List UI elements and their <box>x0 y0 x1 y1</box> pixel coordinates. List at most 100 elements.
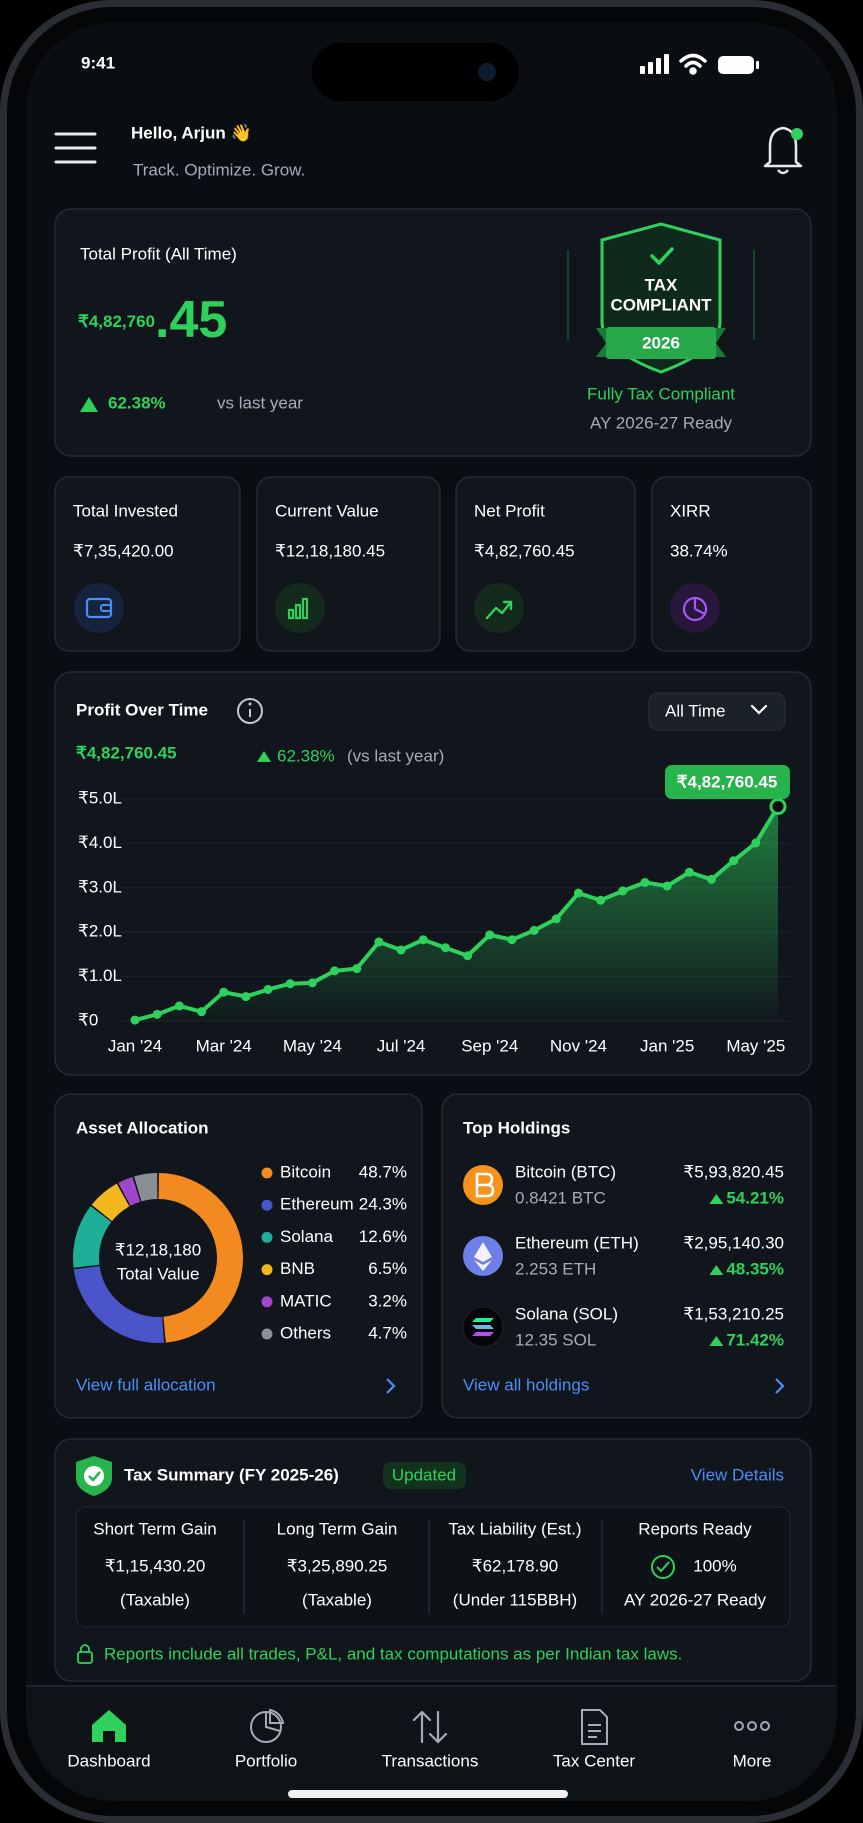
up-arrow <box>709 1336 724 1346</box>
point <box>463 951 473 961</box>
legend-value: 24.3% <box>359 1195 407 1214</box>
tax-col-label: Tax Liability (Est.) <box>448 1519 581 1538</box>
donut: Bitcoin 48.7% Ethereum 24.3% Solana 12.6% BNB 6… <box>73 1162 407 1343</box>
holdings-link[interactable]: View all holdings <box>463 1375 589 1394</box>
holding-amount: 2.253 ETH <box>515 1259 596 1278</box>
nav-label[interactable]: Dashboard <box>67 1751 150 1770</box>
status-time: 9:41 <box>81 53 115 72</box>
stat-label: XIRR <box>670 501 711 520</box>
chevron[interactable] <box>775 1378 785 1394</box>
tax-footnote: Reports include all trades, P&L, and tax… <box>104 1644 682 1663</box>
tax-col-value: ₹3,25,890.25 <box>287 1556 388 1575</box>
nav-label[interactable]: More <box>733 1751 772 1770</box>
tax-col-note: (Under 115BBH) <box>453 1590 577 1609</box>
point <box>729 856 739 866</box>
donut-segment <box>91 1183 130 1222</box>
holding-amount: 12.35 SOL <box>515 1330 596 1349</box>
point <box>596 895 606 905</box>
shield-icon <box>76 1456 112 1496</box>
up-arrow <box>257 751 271 762</box>
view-details-link[interactable]: View Details <box>691 1465 784 1484</box>
y-tick-label: ₹2.0L <box>78 922 122 941</box>
nav-label[interactable]: Transactions <box>382 1751 479 1770</box>
pie-icon <box>670 583 720 633</box>
point <box>263 984 273 994</box>
stat-value: ₹7,35,420.00 <box>73 541 174 560</box>
point <box>174 1001 184 1011</box>
point <box>507 935 517 945</box>
badge-year: 2026 <box>642 333 680 352</box>
nav-label[interactable]: Portfolio <box>235 1751 297 1770</box>
point <box>197 1007 207 1017</box>
point <box>485 930 495 940</box>
legend-value: 48.7% <box>359 1162 407 1181</box>
x-tick-label: Jul '24 <box>377 1036 426 1055</box>
tax-col-value: 100% <box>693 1556 736 1575</box>
plot: ₹0 ₹1.0L ₹2.0L ₹3.0L ₹4.0L ₹5.0L Jan '24 Mar '2… <box>78 788 790 1055</box>
legend-name: Ethereum <box>280 1195 354 1214</box>
x-tick-label: Nov '24 <box>550 1036 607 1055</box>
allocation-link[interactable]: View full allocation <box>76 1375 216 1394</box>
period-dropdown[interactable] <box>648 692 786 731</box>
tax-center-icon[interactable] <box>581 1709 608 1745</box>
transactions-icon[interactable] <box>412 1710 448 1744</box>
home-indicator <box>288 1790 568 1798</box>
legend-dot <box>261 1264 273 1276</box>
y-tick-label: ₹4.0L <box>78 833 122 852</box>
tax-col-note: (Taxable) <box>302 1590 372 1609</box>
portfolio-icon[interactable] <box>250 1708 285 1743</box>
holdings-card <box>441 1093 812 1419</box>
tax-dividers <box>243 1520 603 1614</box>
tax-col-label: Reports Ready <box>638 1519 752 1538</box>
stat-value: ₹12,18,180.45 <box>275 541 385 560</box>
legend-name: Others <box>280 1323 331 1342</box>
more-icon[interactable] <box>734 1721 770 1731</box>
holding-amount: 0.8421 BTC <box>515 1188 606 1207</box>
menu-button[interactable] <box>54 132 97 164</box>
chart-change-note: (vs last year) <box>347 746 444 765</box>
notification-bell[interactable] <box>763 126 803 175</box>
donut-segment <box>73 1206 112 1268</box>
profit-amount-decimal: .45 <box>155 291 227 349</box>
holding-name: Solana (SOL) <box>515 1304 618 1323</box>
tax-col-note: (Taxable) <box>120 1590 190 1609</box>
legend-dot <box>261 1167 273 1179</box>
period-label[interactable]: All Time <box>665 701 725 720</box>
nav-bar <box>26 1685 837 1801</box>
battery-tip <box>756 61 759 69</box>
holding-change: 48.35% <box>726 1259 784 1278</box>
donut-segment <box>158 1173 243 1343</box>
chevron[interactable] <box>386 1378 396 1394</box>
profit-amount: ₹4,82,760.45 <box>78 291 227 349</box>
stat-label: Total Invested <box>73 501 178 520</box>
x-tick-label: May '25 <box>726 1036 785 1055</box>
nav-label[interactable]: Tax Center <box>553 1751 636 1770</box>
lock-icon <box>77 1644 93 1664</box>
legend-name: Bitcoin <box>280 1162 331 1181</box>
tooltip-label: ₹4,82,760.45 <box>677 772 778 791</box>
point <box>440 943 450 953</box>
point <box>330 966 340 976</box>
holding-name: Ethereum (ETH) <box>515 1233 639 1252</box>
point <box>529 925 539 935</box>
legend-dot <box>261 1328 273 1340</box>
chart-change: 62.38% <box>277 746 335 765</box>
donut-center-value: ₹12,18,180 <box>115 1240 201 1259</box>
point <box>374 937 384 947</box>
updated-badge <box>383 1462 466 1489</box>
info-icon[interactable] <box>237 698 263 724</box>
chart-title: Profit Over Time <box>76 700 208 719</box>
home-icon[interactable] <box>92 1710 126 1742</box>
point <box>352 964 362 974</box>
holding-value: ₹5,93,820.45 <box>683 1162 784 1181</box>
stat-label: Net Profit <box>474 501 545 520</box>
sol-icon <box>462 1306 504 1348</box>
y-tick-label: ₹3.0L <box>78 877 122 896</box>
battery-icon <box>718 56 754 74</box>
point <box>152 1009 162 1019</box>
wifi-icon <box>679 53 707 75</box>
holding-change: 54.21% <box>726 1188 784 1207</box>
